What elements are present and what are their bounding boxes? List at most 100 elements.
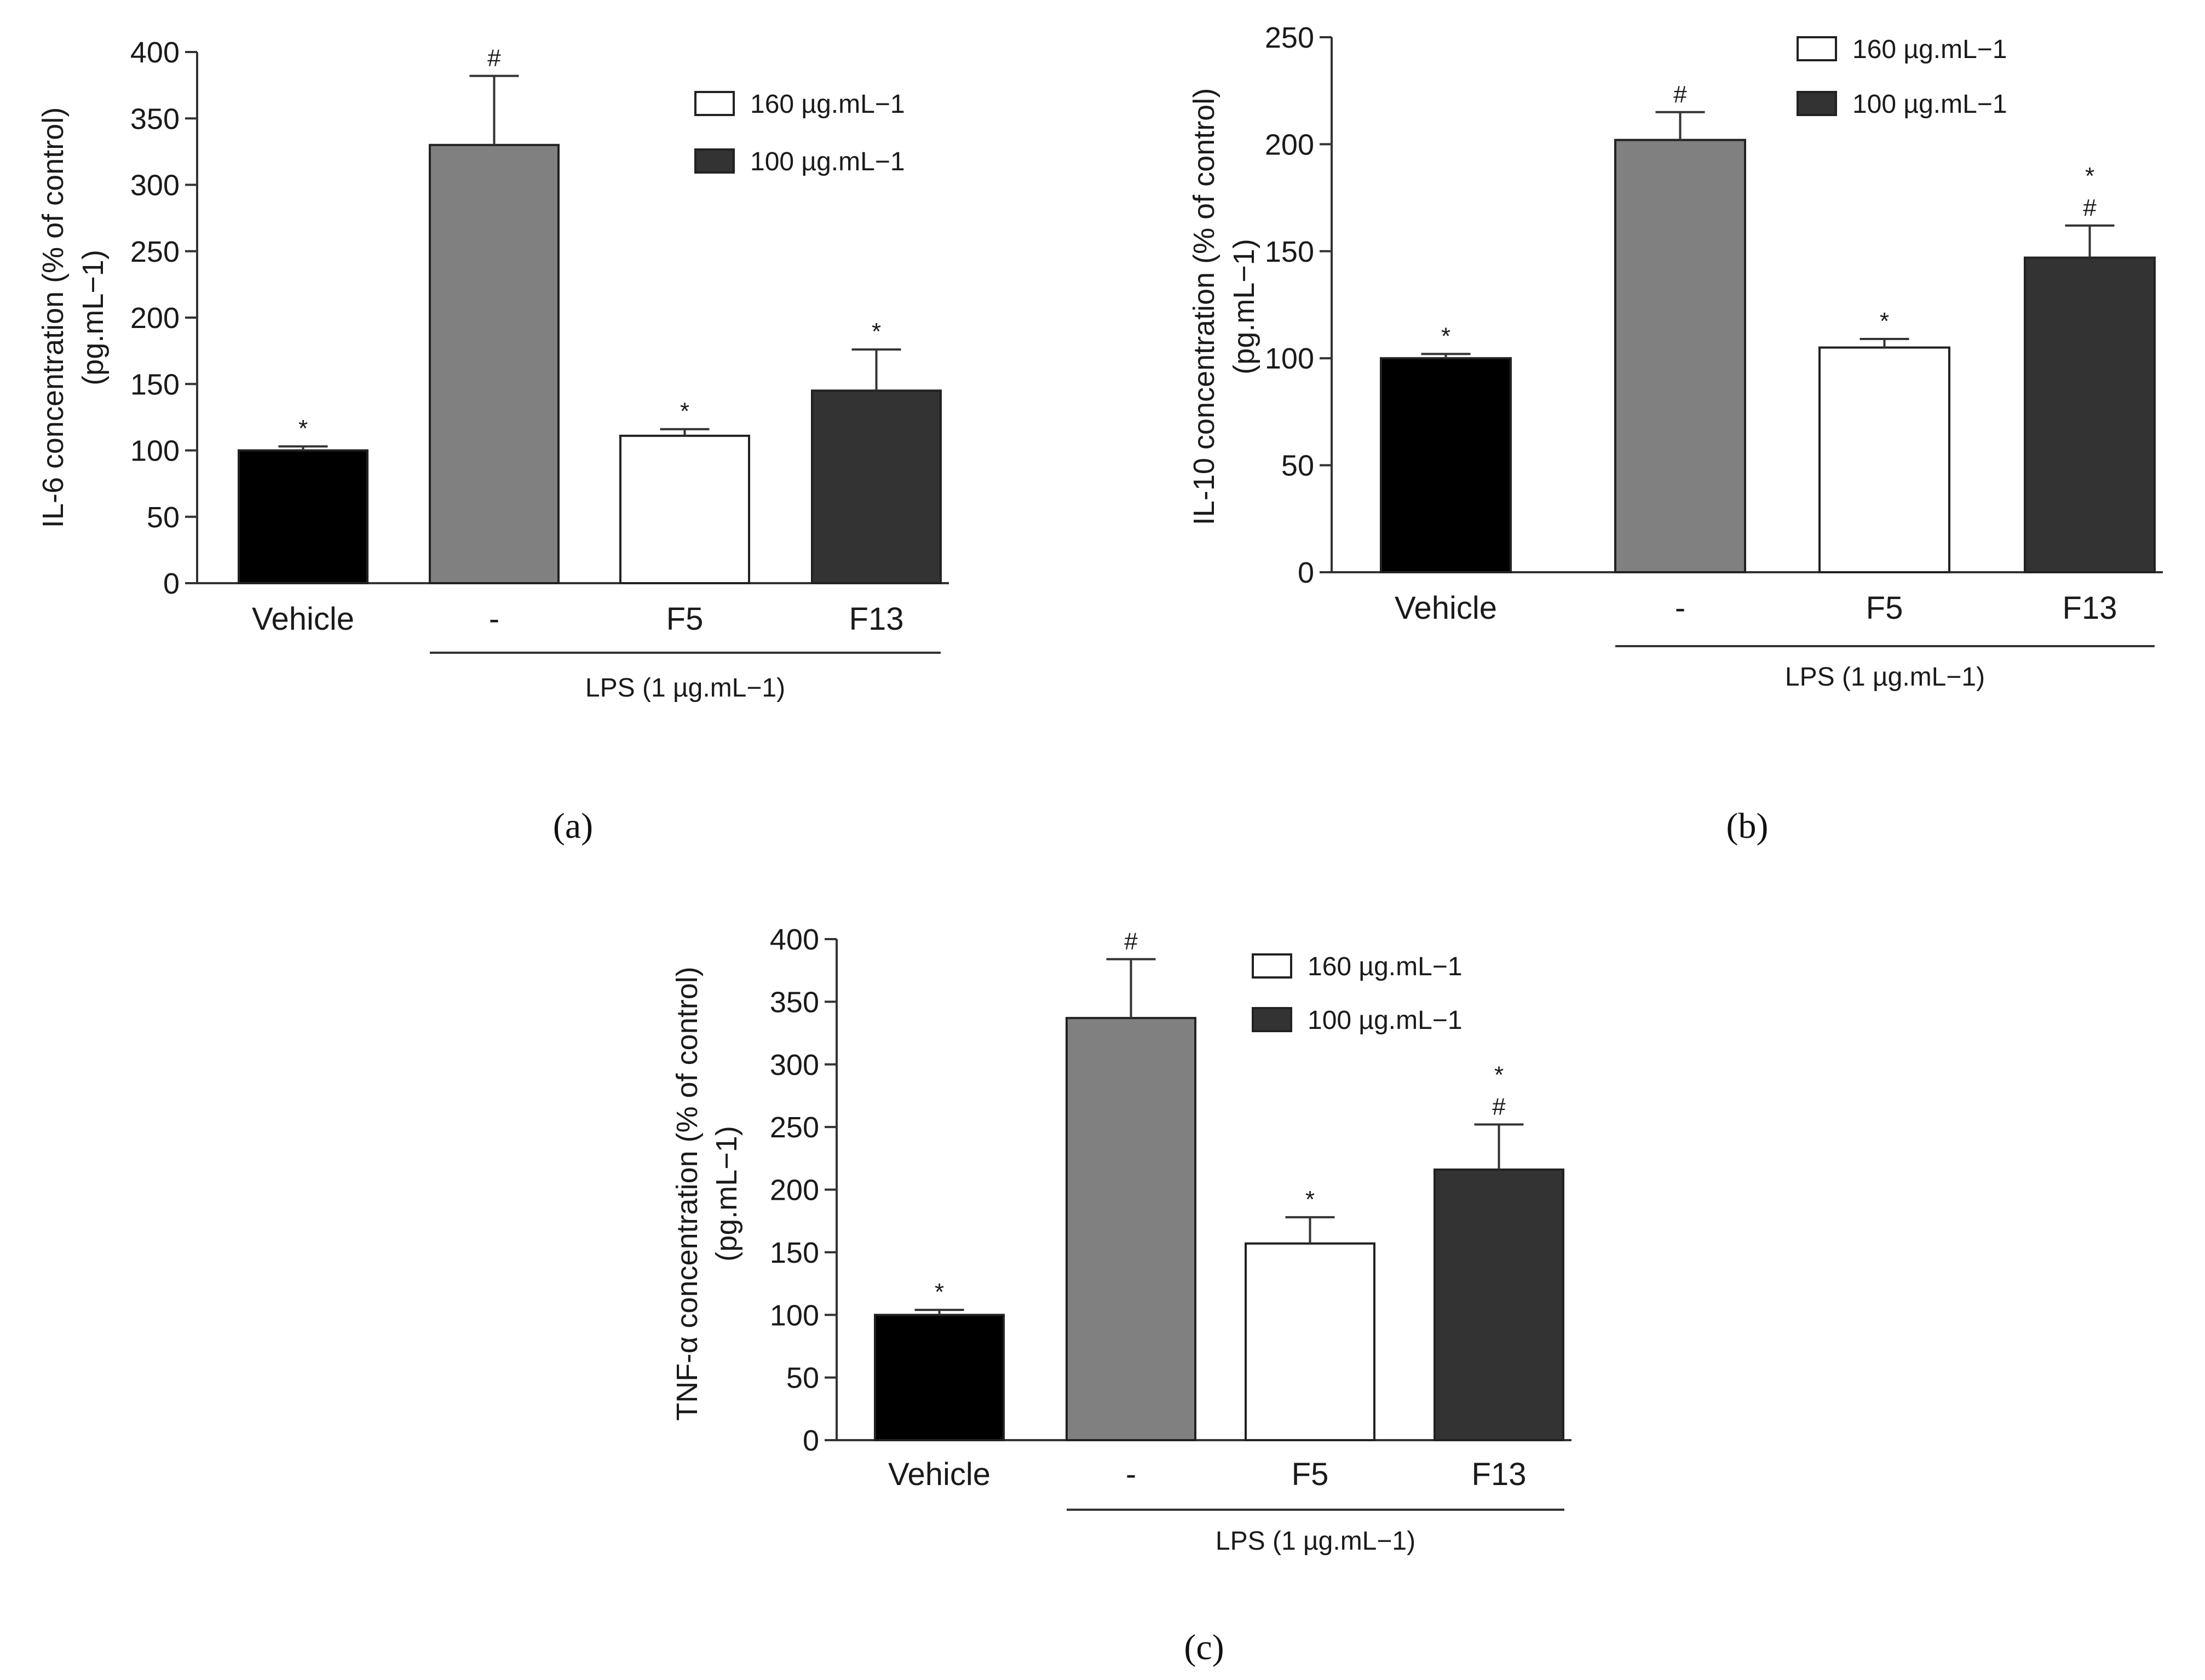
panel-label: (b): [1726, 806, 1769, 846]
y-tick-label: 0: [803, 1424, 819, 1457]
significance-marker: #: [1124, 928, 1138, 955]
significance-marker: *: [935, 1279, 944, 1305]
y-tick-label: 200: [770, 1174, 819, 1207]
lps-group-label: LPS (1 µg.mL−1): [1785, 663, 1985, 692]
asterisk-marker: *: [1494, 1062, 1504, 1089]
y-tick-label: 100: [770, 1299, 819, 1332]
category-label: Vehicle: [888, 1457, 991, 1492]
y-tick-label: 50: [1281, 450, 1314, 482]
asterisk-marker: *: [935, 1279, 944, 1305]
category-label: F5: [666, 601, 704, 637]
y-tick-label: 150: [770, 1236, 819, 1269]
bar-lps: [1066, 1017, 1196, 1442]
significance-marker: *: [1880, 308, 1889, 335]
significance-marker: *: [298, 415, 308, 442]
y-tick-label: 150: [1265, 235, 1314, 268]
hash-marker: #: [1492, 1094, 1506, 1120]
significance-marker: *#: [2083, 163, 2097, 221]
bar-F5: [1818, 346, 1950, 573]
y-tick-label: 400: [770, 923, 819, 956]
significance-marker: *: [1305, 1186, 1315, 1213]
legend-swatch: [694, 148, 735, 174]
lps-group-label: LPS (1 µg.mL−1): [1216, 1527, 1415, 1556]
legend-label: 160 µg.mL−1: [750, 90, 905, 119]
category-label: Vehicle: [1395, 590, 1497, 626]
asterisk-marker: *: [680, 398, 689, 425]
category-label: -: [489, 601, 499, 637]
y-axis-label: IL-10 concentration (% of control): [1188, 88, 1220, 525]
y-axis-label: TNF-α concentration (% of control): [671, 966, 704, 1421]
bar-lps: [1614, 139, 1746, 574]
legend-swatch: [1797, 36, 1837, 61]
legend-label: 100 µg.mL−1: [1308, 1006, 1463, 1035]
hash-marker: #: [1124, 928, 1138, 955]
y-tick-label: 100: [130, 435, 180, 468]
hash-marker: #: [487, 45, 501, 72]
category-label: F13: [2063, 590, 2117, 626]
legend-swatch: [1252, 953, 1292, 979]
lps-group-label: LPS (1 µg.mL−1): [585, 674, 785, 703]
category-label: F13: [1472, 1457, 1527, 1492]
bar-F5: [619, 434, 750, 584]
significance-marker: *: [680, 398, 689, 425]
y-tick-label: 250: [1265, 21, 1314, 54]
bar-F13: [811, 389, 942, 584]
y-tick-label: 250: [130, 235, 180, 268]
asterisk-marker: *: [298, 415, 308, 442]
category-label: -: [1675, 590, 1685, 626]
bar-Vehicle: [1380, 357, 1512, 573]
legend-label: 100 µg.mL−1: [1852, 90, 2007, 119]
y-tick-label: 350: [770, 986, 819, 1019]
y-tick-label: 150: [130, 368, 180, 401]
chart-panel-3: 050100150200250300350400*Vehicle#-*F5*#F…: [671, 923, 1571, 1667]
category-label: Vehicle: [252, 601, 354, 637]
y-axis-label-units: (pg.mL−1): [710, 1126, 743, 1262]
category-label: -: [1126, 1457, 1136, 1492]
bar-F13: [1433, 1168, 1564, 1441]
y-axis-label-units: (pg.mL−1): [1228, 239, 1260, 375]
asterisk-marker: *: [1880, 308, 1889, 335]
y-tick-label: 50: [786, 1362, 819, 1395]
y-tick-label: 200: [130, 302, 180, 335]
y-axis-label: IL-6 concentration (% of control): [37, 107, 70, 528]
panel-label: (c): [1184, 1627, 1224, 1667]
asterisk-marker: *: [2085, 163, 2094, 189]
significance-marker: #: [1673, 81, 1687, 108]
significance-marker: *: [872, 318, 881, 345]
y-tick-label: 300: [130, 169, 180, 202]
asterisk-marker: *: [1305, 1186, 1315, 1213]
y-tick-label: 200: [1265, 128, 1314, 161]
panel-label: (a): [553, 806, 593, 846]
hash-marker: #: [1673, 81, 1687, 108]
bar-lps: [429, 143, 560, 584]
y-tick-label: 250: [770, 1111, 819, 1144]
legend-swatch: [1252, 1007, 1292, 1032]
y-tick-label: 0: [163, 567, 180, 600]
legend-label: 160 µg.mL−1: [1852, 35, 2007, 64]
y-tick-label: 50: [147, 501, 180, 534]
bar-Vehicle: [238, 449, 369, 584]
y-tick-label: 300: [770, 1049, 819, 1081]
legend-label: 100 µg.mL−1: [750, 147, 905, 176]
significance-marker: *: [1441, 323, 1450, 349]
category-label: F5: [1292, 1457, 1329, 1492]
y-tick-label: 0: [1298, 556, 1314, 589]
asterisk-marker: *: [872, 318, 881, 345]
y-tick-label: 100: [1265, 342, 1314, 375]
y-tick-label: 350: [130, 102, 180, 135]
bar-F5: [1245, 1242, 1375, 1442]
legend-label: 160 µg.mL−1: [1308, 952, 1463, 981]
y-axis-label-units: (pg.mL−1): [77, 250, 110, 386]
significance-marker: *#: [1492, 1062, 1506, 1120]
significance-marker: #: [487, 45, 501, 72]
y-tick-label: 400: [130, 36, 180, 69]
bar-Vehicle: [874, 1314, 1005, 1441]
legend-swatch: [1797, 91, 1837, 116]
asterisk-marker: *: [1441, 323, 1450, 349]
legend-swatch: [694, 91, 735, 116]
bar-F13: [2024, 256, 2156, 573]
hash-marker: #: [2083, 194, 2097, 221]
category-label: F13: [849, 601, 904, 637]
